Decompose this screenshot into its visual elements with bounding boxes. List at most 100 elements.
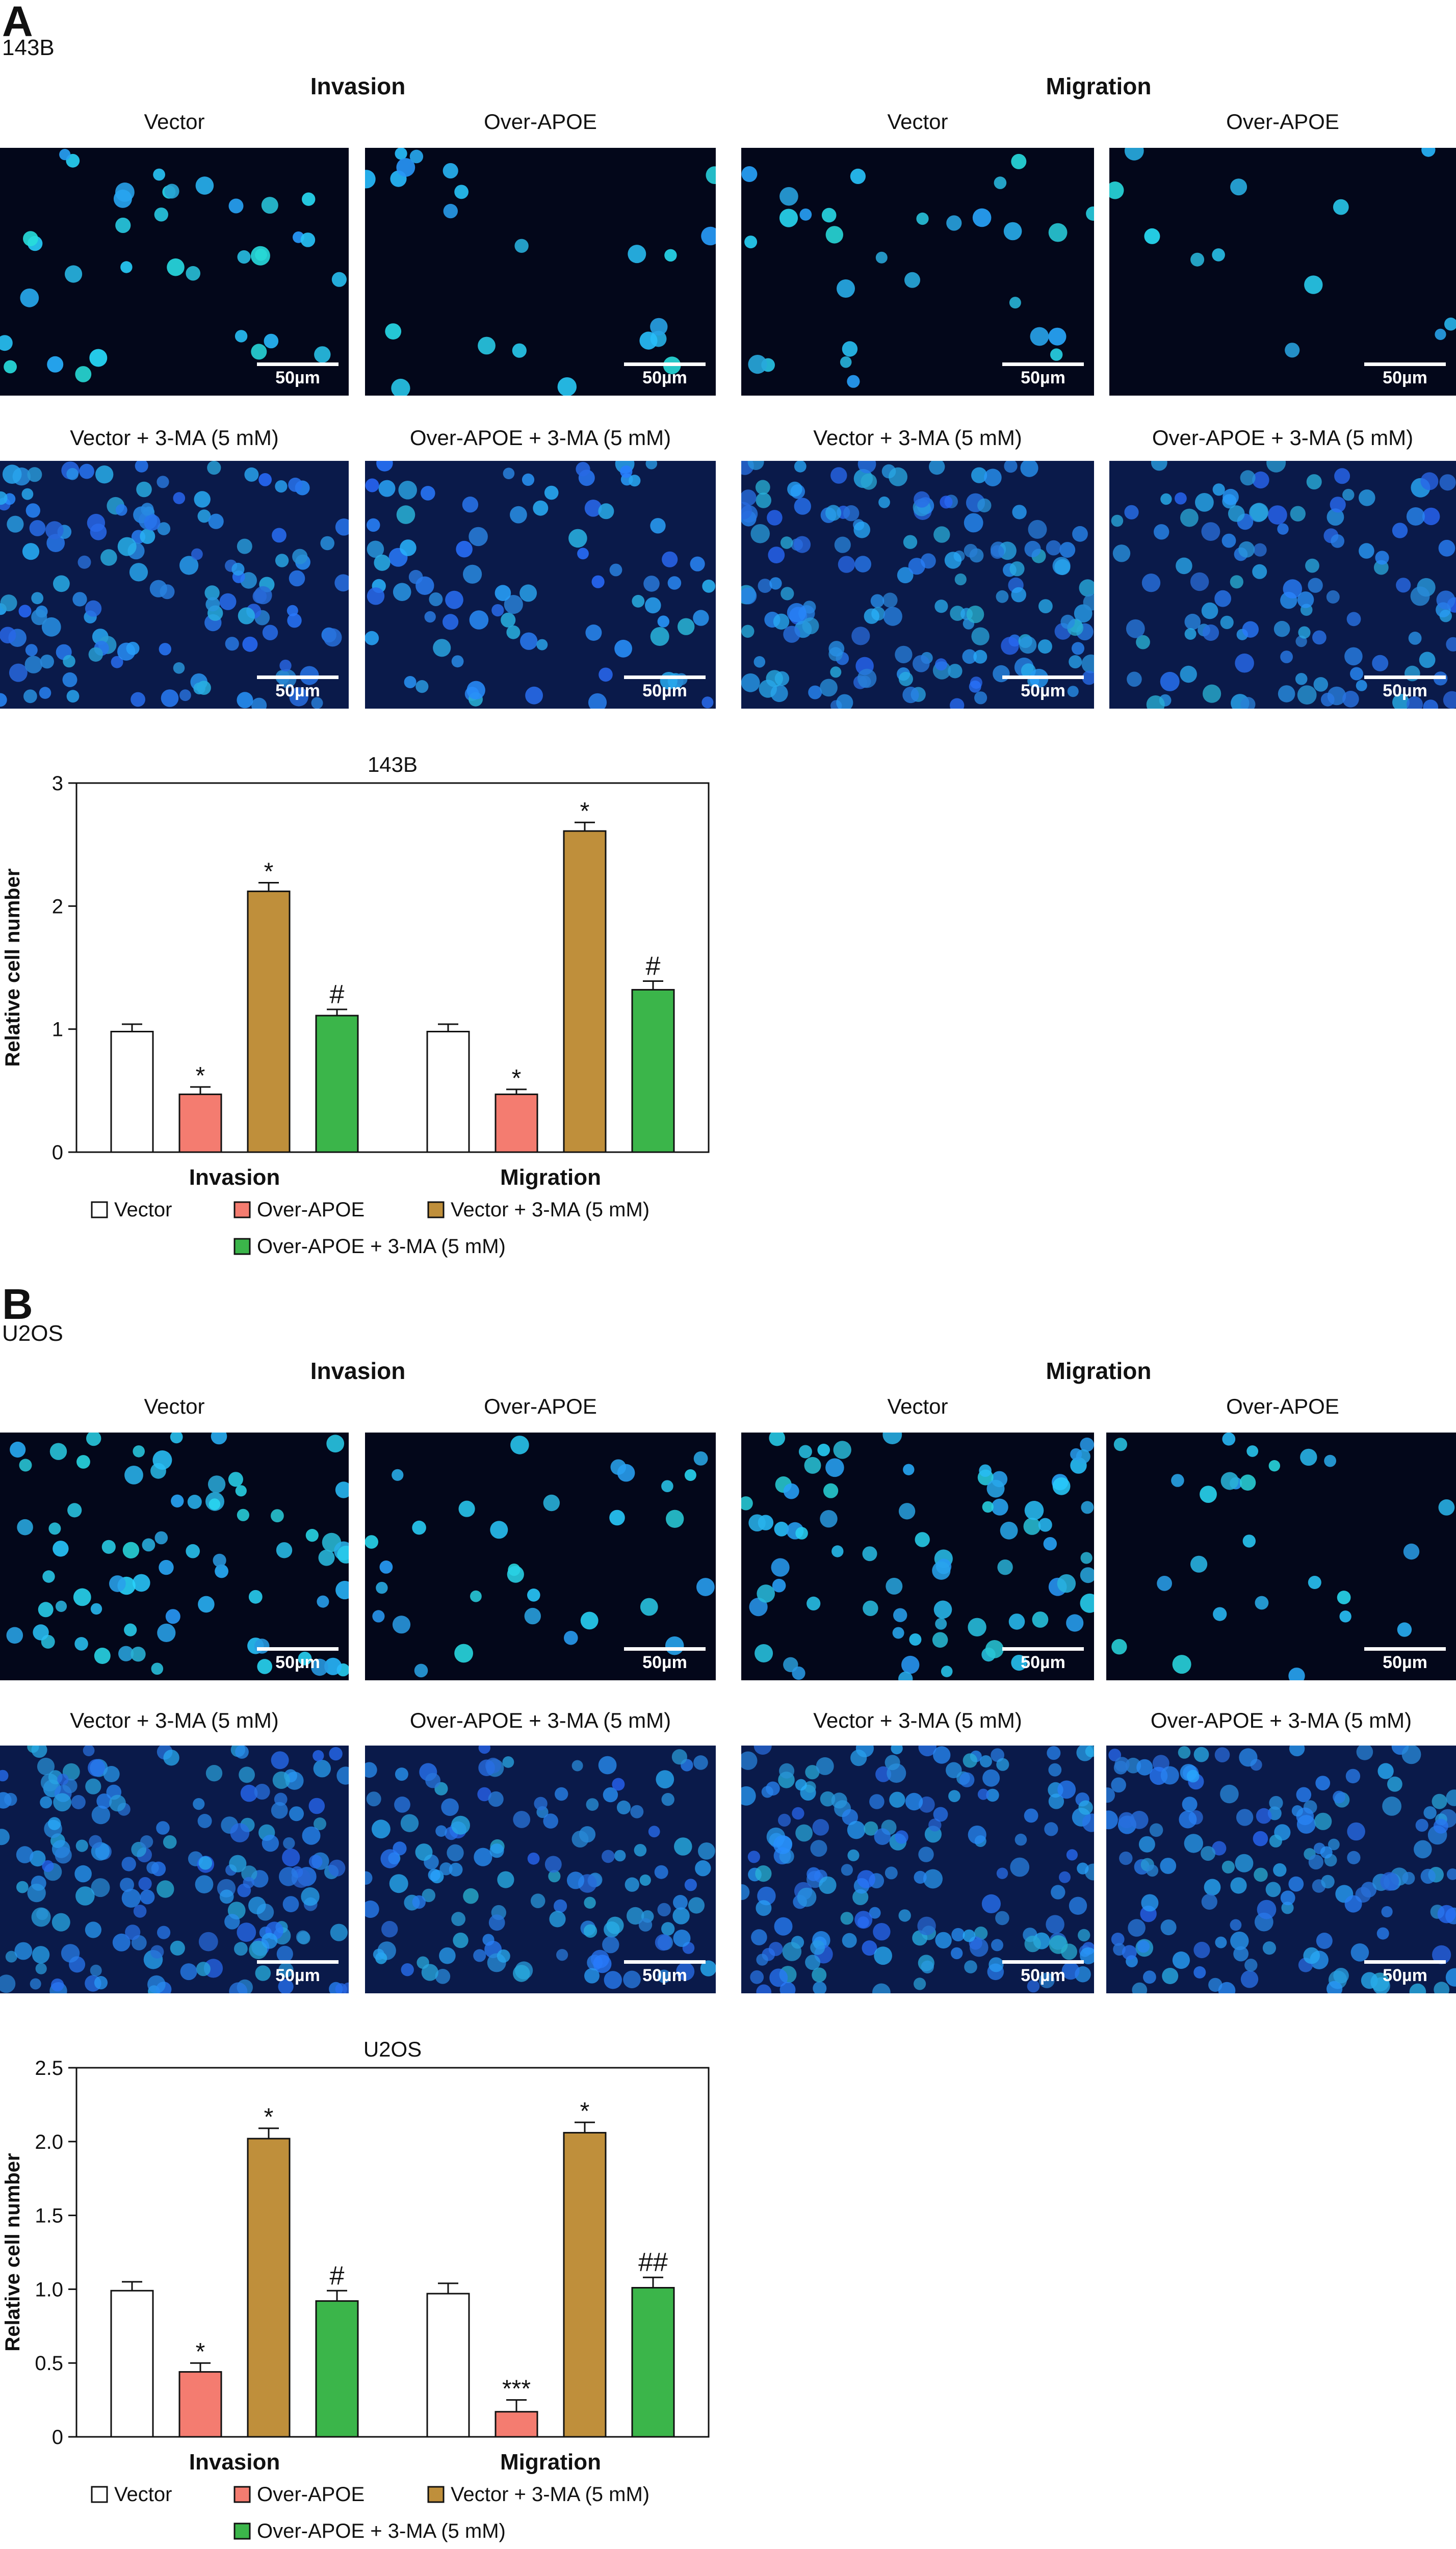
nucleus <box>885 1866 898 1880</box>
nucleus <box>1009 561 1025 577</box>
nucleus <box>59 149 71 161</box>
nucleus <box>650 518 666 534</box>
nucleus <box>317 1595 329 1608</box>
nucleus <box>435 1969 451 1984</box>
nucleus <box>88 1759 106 1777</box>
nucleus <box>167 258 185 276</box>
nucleus <box>251 344 267 360</box>
nucleus <box>19 1459 32 1472</box>
micrograph: 50µm <box>741 461 1094 709</box>
nucleus <box>435 1825 447 1837</box>
nucleus <box>282 1848 300 1867</box>
nucleus <box>323 628 342 647</box>
panel-a-cell-line: 143B <box>2 35 55 60</box>
nucleus <box>1254 1867 1268 1882</box>
nucleus <box>914 491 930 508</box>
nucleus <box>629 475 641 487</box>
nucleus <box>944 552 962 569</box>
nucleus <box>533 500 549 516</box>
nucleus <box>451 1815 470 1835</box>
nucleus <box>121 1888 141 1908</box>
micrograph: 50µm <box>1106 1746 1456 1993</box>
nucleus <box>1077 1862 1089 1875</box>
nucleus <box>1054 559 1071 576</box>
nucleus <box>1023 1518 1041 1535</box>
nucleus <box>115 504 127 516</box>
nucleus <box>645 597 661 614</box>
nucleus <box>977 1788 989 1800</box>
nucleus <box>75 1839 88 1852</box>
nucleus <box>805 1955 821 1970</box>
nucleus <box>1082 1813 1094 1832</box>
nucleus <box>609 1510 625 1526</box>
nucleus <box>909 1633 922 1646</box>
nucleus <box>1000 1521 1018 1540</box>
nucleus <box>782 1942 802 1961</box>
nucleus <box>861 473 877 490</box>
nucleus <box>1171 1474 1184 1487</box>
nucleus <box>1118 1812 1135 1829</box>
nucleus <box>2 464 22 484</box>
nucleus <box>67 1503 82 1518</box>
nucleus <box>1109 181 1124 199</box>
nucleus <box>1204 1879 1221 1896</box>
nucleus <box>53 575 70 592</box>
nucleus <box>857 461 876 474</box>
nucleus <box>398 481 417 500</box>
nucleus <box>16 1881 29 1893</box>
nucleus <box>1438 539 1455 557</box>
nucleus <box>288 477 303 492</box>
nucleus <box>808 685 822 699</box>
nucleus <box>101 1540 116 1554</box>
nuclei-stain <box>741 461 1094 709</box>
nucleus <box>1257 1900 1277 1919</box>
nucleus <box>443 163 458 179</box>
nucleus <box>1447 1868 1456 1880</box>
nuclei-stain <box>0 149 347 382</box>
nucleus <box>1059 542 1076 558</box>
nucleus <box>27 467 42 482</box>
nucleus <box>1137 1940 1150 1953</box>
nucleus <box>71 1795 86 1809</box>
nucleus <box>443 203 458 219</box>
nucleus <box>1443 691 1456 709</box>
nucleus <box>593 1955 612 1973</box>
nucleus <box>1146 695 1165 709</box>
bar <box>631 2287 675 2438</box>
nucleus <box>271 1509 284 1523</box>
nucleus <box>443 614 459 630</box>
nucleus <box>1235 653 1254 673</box>
nucleus <box>510 1436 529 1454</box>
nucleus <box>820 679 838 697</box>
nucleus <box>757 1584 775 1603</box>
significance-label: ## <box>638 2248 668 2277</box>
nucleus <box>301 1887 320 1906</box>
nuclei-stain <box>1109 148 1456 358</box>
nucleus <box>510 506 527 524</box>
nucleus <box>1342 488 1355 501</box>
bar <box>110 1030 154 1153</box>
nucleus <box>385 323 402 340</box>
nucleus <box>240 1784 258 1802</box>
nucleus <box>986 1788 999 1802</box>
nucleus <box>1221 533 1236 548</box>
category-label: Invasion <box>189 1165 280 1190</box>
bar <box>247 890 291 1153</box>
nucleus <box>901 1655 920 1674</box>
nucleus <box>854 556 871 573</box>
nucleus <box>154 207 168 222</box>
y-tick-label: 2 <box>52 895 63 918</box>
nucleus <box>966 605 984 623</box>
nucleus <box>198 1932 218 1952</box>
nucleus <box>489 1843 504 1858</box>
nucleus <box>1024 1808 1038 1823</box>
nucleus <box>603 1787 618 1803</box>
nucleus <box>795 1527 808 1540</box>
nucleus <box>1182 1797 1198 1812</box>
nucleus <box>1043 1537 1057 1551</box>
nucleus <box>1289 1746 1305 1757</box>
nucleus <box>77 555 91 569</box>
nucleus <box>673 1895 688 1910</box>
panel-a-invasion-vector-3ma-label: Vector + 3-MA (5 mM) <box>70 426 279 450</box>
nucleus <box>1083 594 1094 611</box>
